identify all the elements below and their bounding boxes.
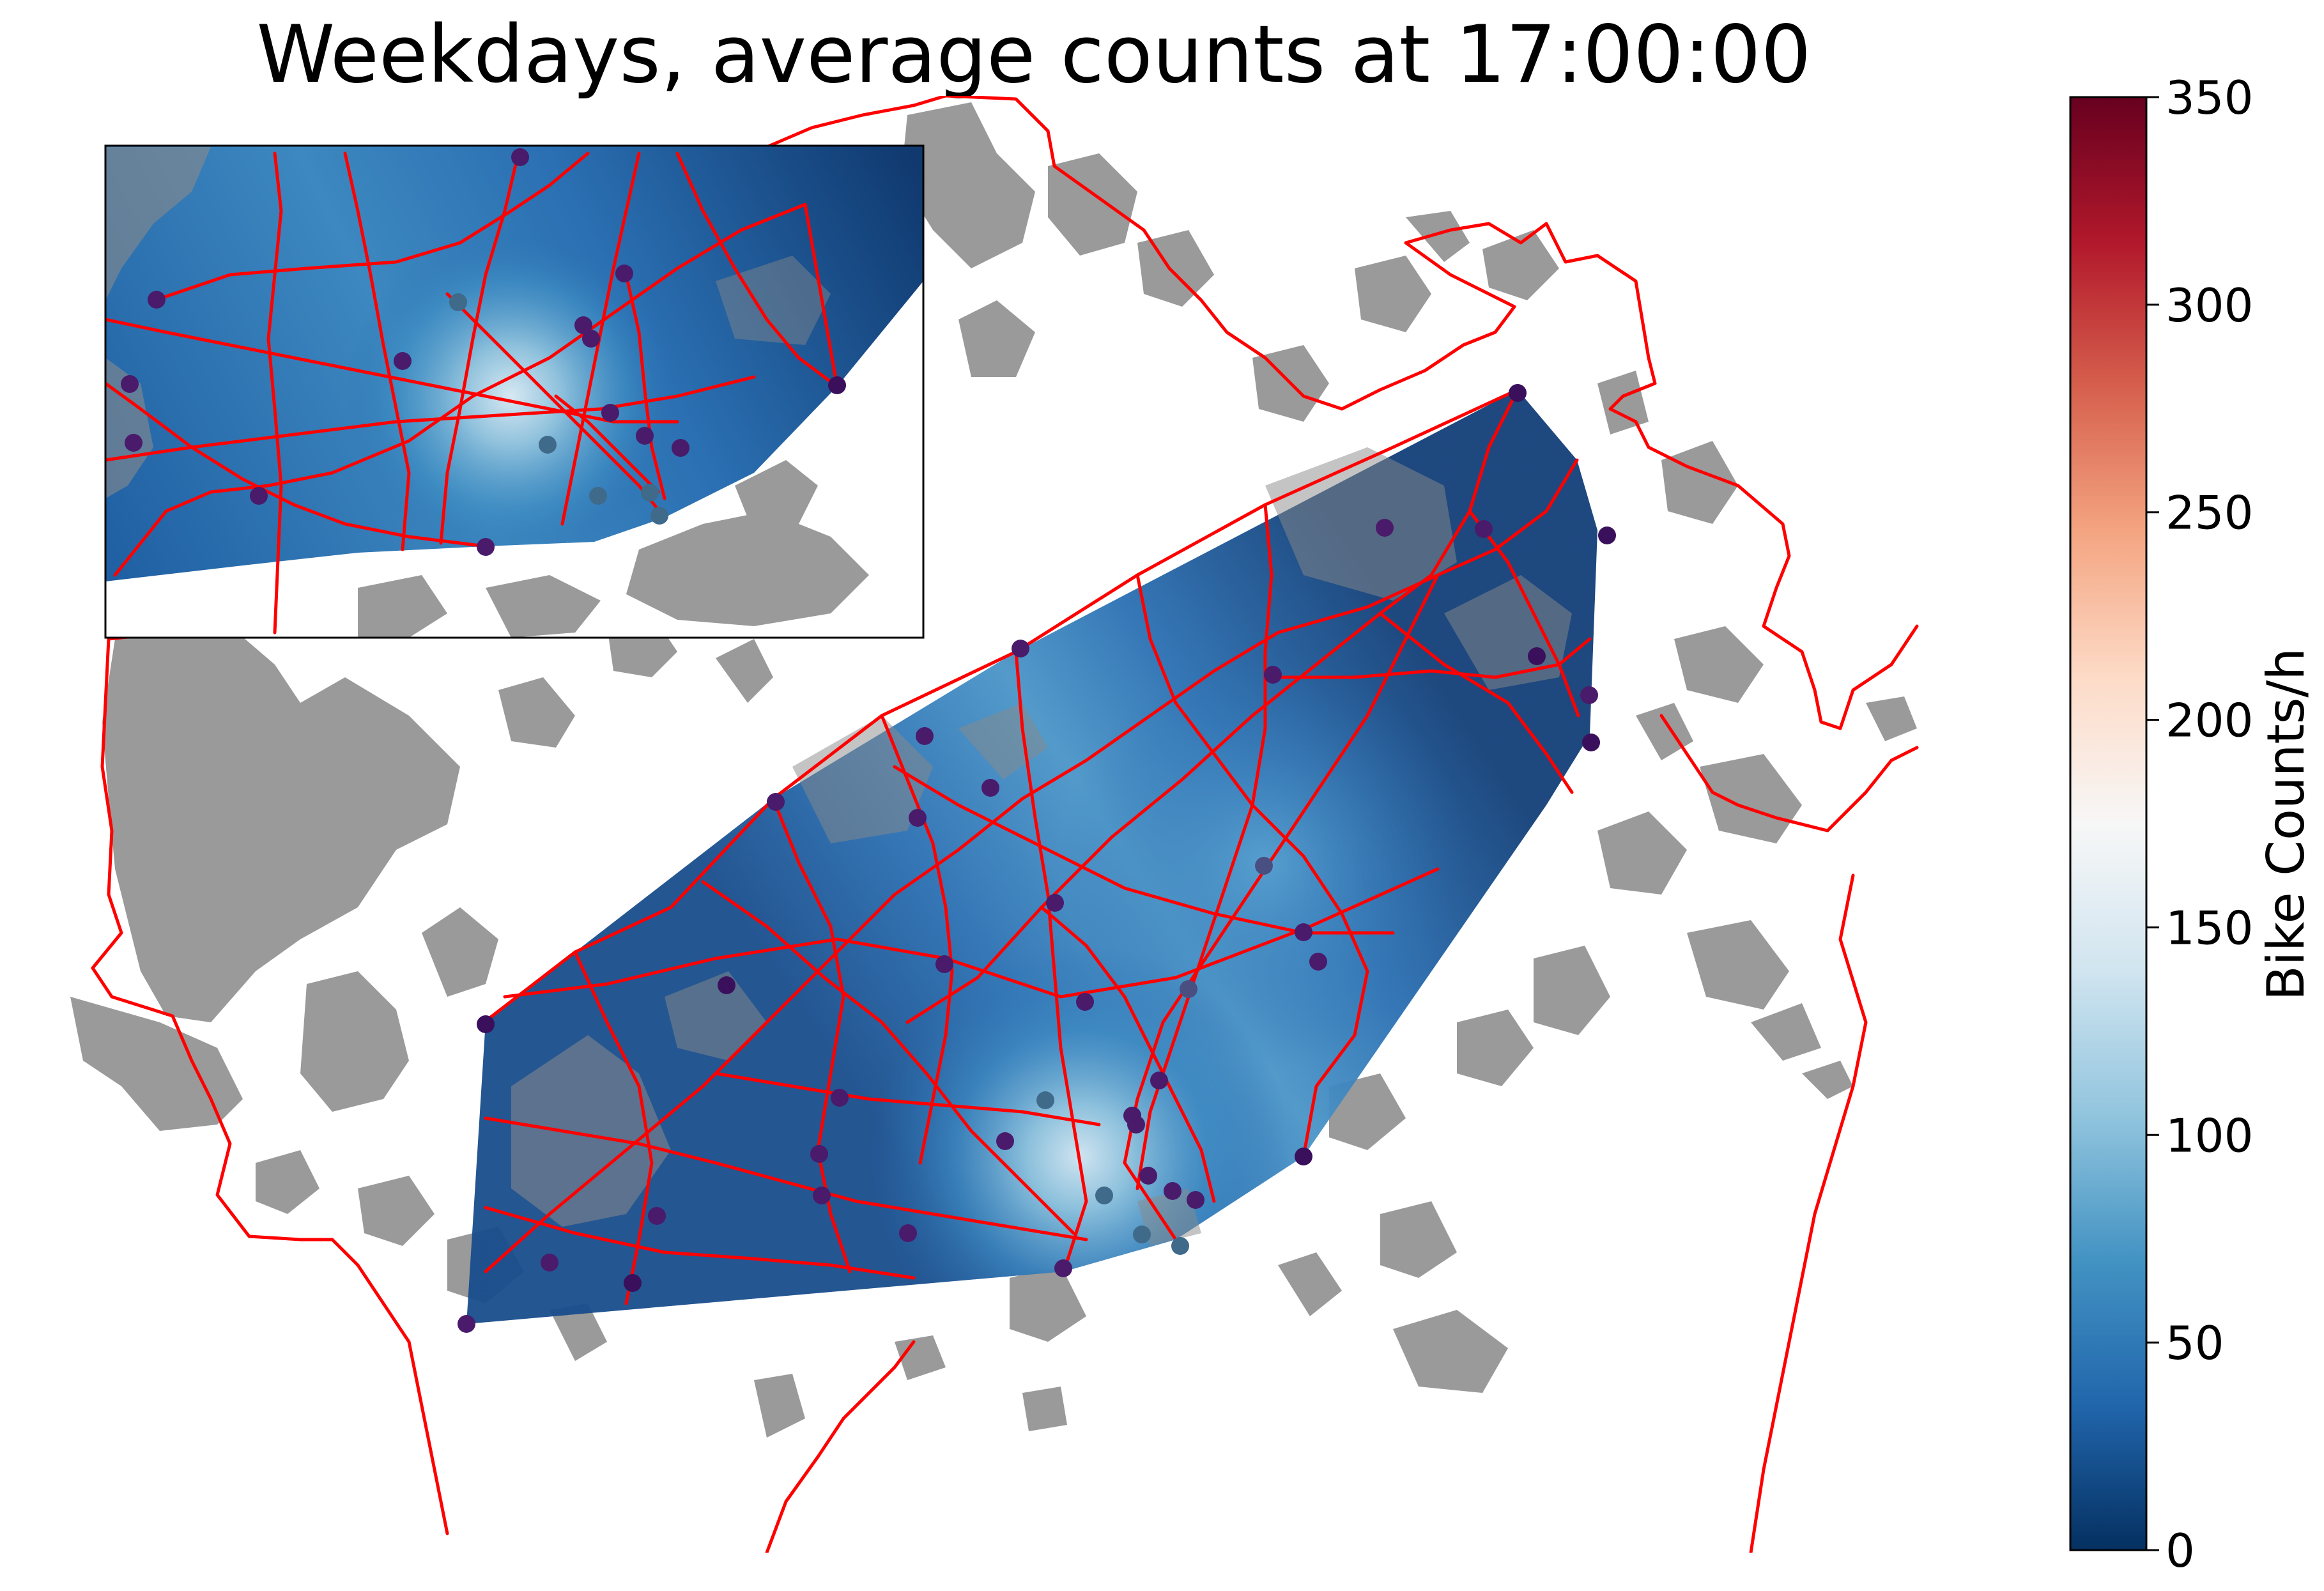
station-marker	[718, 976, 735, 994]
station-marker	[1127, 1116, 1145, 1134]
colorbar-tick-label: 150	[2166, 901, 2253, 955]
station-marker	[813, 1187, 831, 1204]
station-marker	[636, 427, 654, 445]
station-marker	[831, 1089, 849, 1107]
station-marker	[458, 1315, 475, 1333]
colorbar-tick-label: 250	[2166, 486, 2253, 540]
station-marker	[916, 727, 934, 745]
station-marker	[1133, 1226, 1151, 1243]
station-marker	[767, 793, 785, 811]
station-marker	[909, 809, 927, 827]
station-marker	[1376, 519, 1394, 537]
station-marker	[1509, 384, 1527, 402]
station-marker	[589, 487, 607, 505]
station-marker	[539, 436, 557, 454]
station-marker	[1150, 1072, 1168, 1089]
station-marker	[935, 955, 953, 973]
station-marker	[650, 507, 668, 525]
station-marker	[125, 434, 142, 452]
station-marker	[250, 487, 268, 505]
station-marker	[477, 538, 495, 556]
station-marker	[541, 1254, 558, 1272]
station-marker	[1180, 980, 1197, 998]
station-marker	[1295, 923, 1312, 941]
colorbar-tick-label: 200	[2166, 694, 2253, 748]
station-marker	[1164, 1182, 1181, 1200]
station-marker	[148, 291, 165, 309]
station-marker	[1171, 1237, 1189, 1255]
station-marker	[810, 1145, 828, 1163]
station-marker	[1598, 526, 1616, 544]
station-marker	[615, 265, 633, 282]
station-marker	[1139, 1167, 1157, 1185]
inset-map	[104, 144, 925, 639]
station-marker	[641, 484, 659, 502]
station-marker	[582, 330, 600, 348]
colorbar-tick-label: 50	[2166, 1316, 2224, 1370]
inset-count-stations	[121, 148, 846, 556]
station-marker	[1076, 993, 1094, 1011]
station-marker	[394, 352, 412, 370]
station-marker	[1187, 1191, 1204, 1209]
station-marker	[648, 1207, 666, 1225]
colorbar-label: Bike Counts/h	[2256, 648, 2316, 1001]
station-marker	[1012, 640, 1029, 657]
station-marker	[828, 376, 846, 394]
station-marker	[1580, 686, 1598, 704]
station-marker	[1255, 857, 1273, 875]
station-marker	[121, 375, 139, 393]
colorbar-tick-label: 300	[2166, 279, 2253, 332]
station-marker	[601, 404, 619, 422]
colorbar-tick-label: 350	[2166, 71, 2253, 125]
inset-bike-routes	[105, 151, 839, 634]
count-stations	[458, 384, 1616, 1333]
main-map	[70, 96, 1919, 1553]
station-marker	[981, 779, 999, 797]
station-marker	[574, 316, 592, 334]
station-marker	[1582, 734, 1600, 751]
inset-frame	[104, 144, 925, 639]
station-marker	[511, 148, 529, 166]
colorbar: 0 50 100 150 200 250 300 350 Bike Counts/h	[2069, 71, 2316, 1578]
station-marker	[1264, 666, 1282, 684]
colorbar-tick-label: 0	[2166, 1524, 2195, 1578]
colorbar-ramp	[2069, 96, 2148, 1551]
station-marker	[899, 1224, 917, 1242]
station-marker	[1046, 894, 1064, 912]
station-marker	[1295, 1148, 1312, 1165]
bike-route-network	[91, 96, 1919, 1553]
map-title: Weekdays, average counts at 17:00:00	[256, 9, 1811, 101]
station-marker	[624, 1274, 642, 1292]
station-marker	[449, 293, 467, 311]
station-marker	[1054, 1259, 1072, 1277]
station-marker	[1309, 953, 1327, 971]
station-marker	[1528, 647, 1546, 665]
station-marker	[1095, 1187, 1113, 1204]
station-marker	[1036, 1091, 1054, 1109]
station-marker	[996, 1132, 1014, 1150]
colorbar-tick-label: 100	[2166, 1109, 2253, 1162]
station-marker	[672, 439, 689, 457]
colorbar-ticks: 0 50 100 150 200 250 300 350	[2146, 71, 2253, 1578]
station-marker	[1475, 520, 1493, 538]
station-marker	[477, 1015, 495, 1033]
